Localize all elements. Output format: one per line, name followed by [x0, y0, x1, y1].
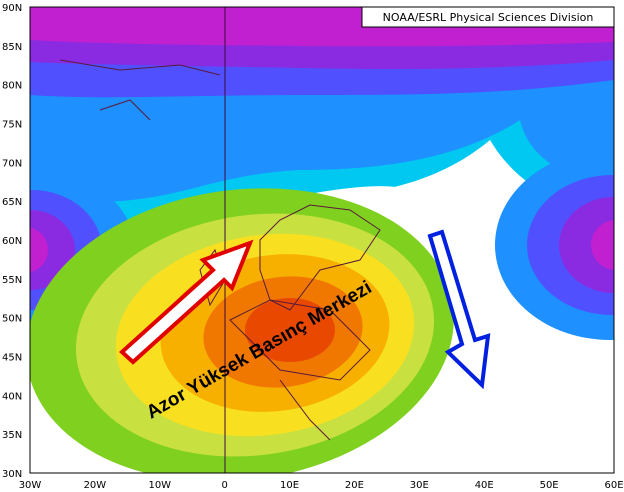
lat-label: 45N [2, 353, 22, 364]
lat-label: 75N [2, 120, 22, 131]
lat-label: 30N [2, 469, 22, 480]
lon-label: 30W [19, 480, 42, 491]
lon-label: 10E [280, 480, 299, 491]
pressure-field [30, 7, 614, 473]
lat-label: 55N [2, 275, 22, 286]
lon-label: 60E [604, 480, 623, 491]
lat-label: 40N [2, 391, 22, 402]
lon-label: 0 [221, 480, 227, 491]
lat-label: 35N [2, 430, 22, 441]
lon-label: 50E [540, 480, 559, 491]
blue-arrow [427, 229, 491, 390]
lat-label: 85N [2, 42, 22, 53]
red-arrow [119, 239, 254, 365]
credit: NOAA/ESRL Physical Sciences Division [383, 11, 594, 24]
lat-label: 60N [2, 236, 22, 247]
lon-label: 40E [475, 480, 494, 491]
lat-label: 70N [2, 158, 22, 169]
credit-box [361, 6, 615, 28]
lat-label: 90N [2, 3, 22, 14]
lon-label: 20E [345, 480, 364, 491]
lat-label: 80N [2, 81, 22, 92]
lon-label: 30E [410, 480, 429, 491]
lat-label: 65N [2, 197, 22, 208]
lat-label: 50N [2, 314, 22, 325]
lon-label: 20W [84, 480, 107, 491]
lon-label: 10W [148, 480, 171, 491]
